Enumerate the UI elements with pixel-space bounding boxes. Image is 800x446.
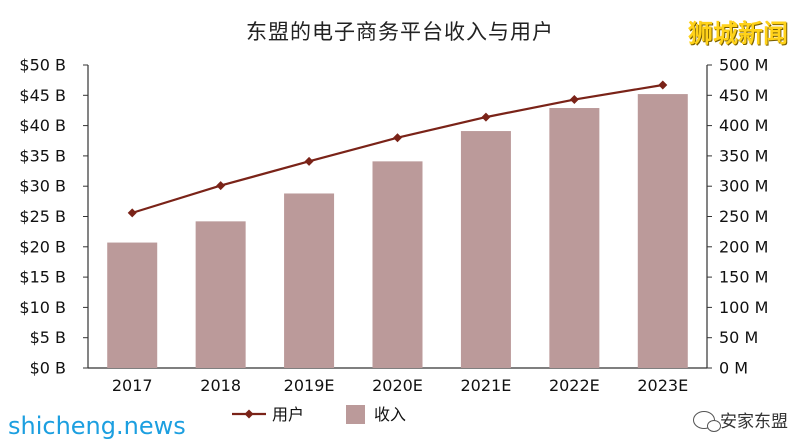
left-tick-label: $30 B	[19, 177, 66, 196]
left-tick-label: $50 B	[19, 56, 66, 75]
right-tick-label: 0 M	[719, 359, 748, 378]
x-tick-label: 2021E	[461, 376, 512, 395]
x-tick-label: 2020E	[372, 376, 423, 395]
users-point	[304, 156, 314, 166]
right-tick-label: 200 M	[719, 237, 768, 256]
right-tick-label: 150 M	[719, 268, 768, 287]
x-tick-label: 2019E	[284, 376, 335, 395]
watermark-wechat-label: 安家东盟	[720, 412, 788, 432]
users-point	[127, 208, 137, 218]
right-tick-label: 400 M	[719, 116, 768, 135]
right-tick-label: 50 M	[719, 328, 758, 347]
left-tick-label: $25 B	[19, 207, 66, 226]
revenue-bar	[372, 161, 423, 368]
right-tick-label: 300 M	[719, 177, 768, 196]
users-point	[393, 133, 402, 143]
revenue-bar	[637, 94, 688, 368]
right-tick-label: 450 M	[719, 86, 768, 105]
revenue-bar	[549, 108, 600, 368]
wechat-icon	[693, 410, 721, 432]
left-tick-label: $20 B	[19, 237, 66, 256]
users-point	[658, 80, 668, 90]
revenue-bar	[284, 193, 335, 368]
users-point	[481, 112, 491, 122]
legend-users-marker	[244, 409, 254, 419]
left-tick-label: $15 B	[19, 268, 66, 287]
revenue-bar	[195, 221, 246, 368]
chart-title: 东盟的电子商务平台收入与用户	[246, 20, 554, 44]
users-point	[216, 181, 226, 191]
right-tick-label: 500 M	[719, 56, 768, 75]
x-tick-label: 2022E	[549, 376, 600, 395]
legend-users-label: 用户	[272, 405, 304, 424]
left-tick-label: $45 B	[19, 86, 66, 105]
watermark-shicheng-news: 狮城新闻	[687, 19, 788, 48]
left-tick-label: $0 B	[30, 359, 66, 378]
left-tick-label: $40 B	[19, 116, 66, 135]
revenue-bar	[460, 131, 511, 368]
x-tick-label: 2023E	[637, 376, 688, 395]
right-tick-label: 350 M	[719, 146, 768, 165]
legend-revenue-label: 收入	[374, 405, 406, 424]
left-tick-label: $10 B	[19, 298, 66, 317]
right-tick-label: 250 M	[719, 207, 768, 226]
watermark-wechat: 安家东盟	[693, 407, 788, 432]
revenue-bar	[107, 242, 158, 368]
left-tick-label: $35 B	[19, 146, 66, 165]
x-tick-label: 2018	[200, 376, 241, 395]
right-tick-label: 100 M	[719, 298, 768, 317]
left-tick-label: $5 B	[30, 328, 66, 347]
users-point	[569, 95, 579, 105]
x-tick-label: 2017	[112, 376, 153, 395]
watermark-site: shicheng.news	[8, 412, 186, 440]
legend-revenue-swatch	[346, 405, 365, 424]
